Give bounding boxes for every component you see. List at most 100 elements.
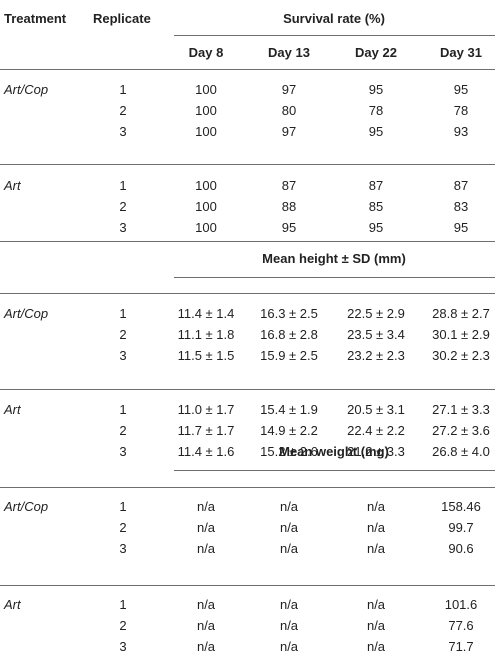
replicate-number: 2 (119, 327, 127, 342)
table-cell: n/a (366, 499, 386, 514)
table-cell: 21.2 ± 3.3 (347, 444, 405, 459)
header-subrule (174, 35, 495, 36)
table-cell: 90.6 (448, 541, 474, 556)
table-cell: n/a (196, 520, 216, 535)
table-cell: 88 (281, 199, 297, 214)
table-cell: 28.8 ± 2.7 (432, 306, 490, 321)
table-cell: 83 (453, 199, 469, 214)
table-cell: 20.5 ± 3.1 (347, 402, 405, 417)
table-cell: 87 (281, 178, 297, 193)
table-cell: n/a (366, 597, 386, 612)
replicate-number: 3 (119, 348, 127, 363)
table-cell: 14.9 ± 2.2 (260, 423, 318, 438)
replicate-number: 3 (119, 220, 127, 235)
group-rule (0, 585, 495, 586)
header-day-13: Day 13 (268, 45, 310, 60)
table-cell: 93 (453, 124, 469, 139)
replicate-number: 1 (119, 402, 127, 417)
table-cell: 101.6 (444, 597, 478, 612)
table-cell: 87 (453, 178, 469, 193)
table-cell: n/a (196, 618, 216, 633)
section-title: Mean height ± SD (mm) (262, 251, 406, 266)
replicate-number: 3 (119, 639, 127, 654)
table-cell: n/a (196, 597, 216, 612)
table-cell: 23.2 ± 2.3 (347, 348, 405, 363)
replicate-number: 2 (119, 520, 127, 535)
table-cell: 77.6 (448, 618, 474, 633)
table-cell: 87 (368, 178, 384, 193)
treatment-label: Art (4, 402, 21, 417)
table-cell: n/a (366, 639, 386, 654)
table-cell: 95 (281, 220, 297, 235)
group-rule (0, 164, 495, 165)
table-cell: 22.5 ± 2.9 (347, 306, 405, 321)
table-cell: 158.46 (441, 499, 481, 514)
replicate-number: 2 (119, 423, 127, 438)
section-title-rule (174, 470, 495, 471)
section-bottom-rule (0, 241, 495, 242)
table-cell: 11.5 ± 1.5 (177, 348, 235, 363)
table-cell: 95 (453, 220, 469, 235)
header-replicate: Replicate (93, 11, 151, 26)
table-cell: 78 (368, 103, 384, 118)
table-cell: n/a (366, 520, 386, 535)
table-cell: 16.3 ± 2.5 (260, 306, 318, 321)
replicate-number: 3 (119, 124, 127, 139)
header-survival-rate: Survival rate (%) (283, 11, 385, 26)
table-cell: n/a (196, 541, 216, 556)
table-cell: n/a (279, 618, 299, 633)
table-cell: n/a (279, 520, 299, 535)
replicate-number: 1 (119, 597, 127, 612)
table-cell: 27.2 ± 3.6 (432, 423, 490, 438)
table-cell: 11.4 ± 1.4 (177, 306, 235, 321)
table-cell: 95 (453, 82, 469, 97)
header-treatment: Treatment (4, 11, 67, 26)
table-cell: 100 (195, 103, 217, 118)
replicate-number: 2 (119, 103, 127, 118)
table-cell: 30.1 ± 2.9 (432, 327, 490, 342)
table-cell: 22.4 ± 2.2 (347, 423, 405, 438)
header-day-8: Day 8 (188, 45, 224, 60)
table-cell: 99.7 (448, 520, 474, 535)
table-cell: 11.1 ± 1.8 (177, 327, 235, 342)
table-cell: n/a (279, 499, 299, 514)
table-cell: 15.4 ± 1.9 (260, 402, 318, 417)
section-title-rule (174, 277, 495, 278)
table-cell: 100 (195, 124, 217, 139)
table-cell: 100 (195, 178, 217, 193)
table-cell: 16.8 ± 2.8 (260, 327, 318, 342)
replicate-number: 1 (119, 499, 127, 514)
table-cell: 100 (195, 199, 217, 214)
table-cell: n/a (196, 499, 216, 514)
table-cell: 100 (195, 82, 217, 97)
table-cell: n/a (196, 639, 216, 654)
table-cell: 78 (453, 103, 469, 118)
group-rule (0, 389, 495, 390)
treatment-label: Art/Cop (4, 82, 49, 97)
replicate-number: 3 (119, 444, 127, 459)
table-cell: 97 (281, 124, 297, 139)
table-cell: 85 (368, 199, 384, 214)
table-cell: 95 (368, 124, 384, 139)
table-cell: 15.9 ± 2.5 (260, 348, 318, 363)
table-cell: n/a (279, 639, 299, 654)
replicate-number: 2 (119, 199, 127, 214)
table-cell: 11.4 ± 1.6 (177, 444, 235, 459)
header-bottom-rule (0, 69, 495, 70)
table-cell: n/a (279, 541, 299, 556)
table-cell: 15.2 ± 2.6 (260, 444, 318, 459)
table-cell: 71.7 (448, 639, 474, 654)
table-cell: 26.8 ± 4.0 (432, 444, 490, 459)
table-cell: n/a (279, 597, 299, 612)
replicate-number: 1 (119, 306, 127, 321)
group-rule (0, 293, 495, 294)
table-cell: n/a (366, 541, 386, 556)
table-cell: 11.7 ± 1.7 (177, 423, 235, 438)
treatment-label: Art (4, 178, 21, 193)
replicate-number: 3 (119, 541, 127, 556)
group-rule (0, 487, 495, 488)
header-day-22: Day 22 (355, 45, 397, 60)
table-cell: 100 (195, 220, 217, 235)
table-cell: n/a (366, 618, 386, 633)
table-cell: 80 (281, 103, 297, 118)
